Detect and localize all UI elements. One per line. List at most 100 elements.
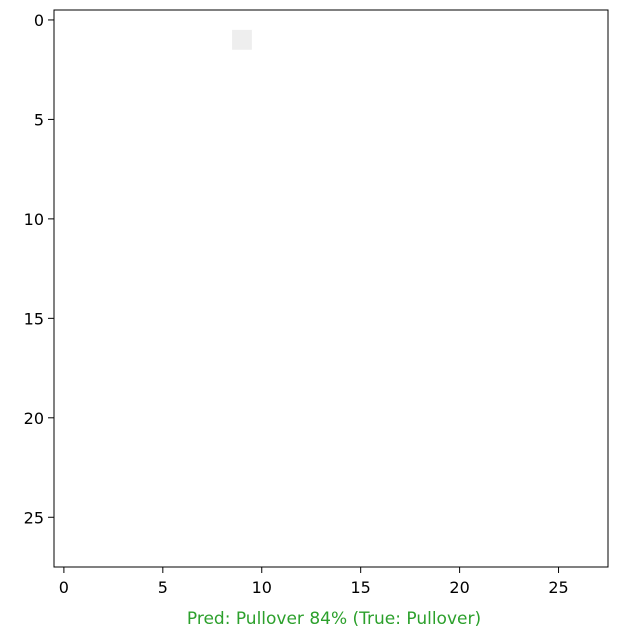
pixel-cell	[271, 109, 293, 130]
pixel-cell	[311, 228, 332, 250]
pixel-cell	[192, 69, 213, 91]
pixel-cell	[133, 467, 154, 489]
pixel-cell	[449, 447, 471, 469]
pixel-cell	[172, 89, 194, 111]
pixel-cell	[311, 10, 332, 31]
pixel-cell	[172, 169, 194, 190]
pixel-cell	[568, 527, 589, 548]
pixel-cell	[152, 109, 174, 130]
pixel-cell	[133, 208, 154, 230]
pixel-cell	[54, 487, 75, 508]
pixel-cell	[568, 10, 589, 31]
pixel-cell	[73, 228, 95, 250]
pixel-cell	[271, 447, 293, 469]
pixel-cell	[251, 169, 273, 190]
pixel-cell	[73, 89, 95, 111]
pixel-cell	[291, 69, 312, 91]
pixel-cell	[192, 89, 213, 111]
pixel-cell	[212, 288, 233, 309]
pixel-cell	[331, 10, 352, 31]
pixel-cell	[54, 288, 75, 309]
pixel-cell	[192, 547, 213, 568]
pixel-cell	[152, 49, 174, 71]
pixel-cell	[291, 427, 312, 449]
pixel-cell	[54, 149, 75, 170]
pixel-cell	[509, 527, 530, 548]
pixel-cell	[588, 228, 609, 250]
pixel-cell	[588, 547, 609, 568]
pixel-cell	[390, 487, 411, 508]
pixel-cell	[291, 467, 312, 489]
pixel-cell	[192, 10, 213, 31]
pixel-cell	[172, 387, 194, 409]
pixel-cell	[172, 368, 194, 389]
pixel-cell	[232, 348, 253, 369]
pixel-cell	[311, 268, 332, 290]
pixel-cell	[271, 208, 293, 230]
pixel-cell	[350, 368, 372, 389]
pixel-cell	[152, 447, 174, 469]
pixel-cell	[251, 89, 273, 111]
pixel-cell	[509, 387, 530, 409]
pixel-cell	[54, 49, 75, 71]
pixel-cell	[271, 467, 293, 489]
pixel-cell	[212, 547, 233, 568]
pixel-cell	[192, 427, 213, 449]
pixel-cell	[331, 288, 352, 309]
pixel-cell	[509, 129, 530, 150]
pixel-cell	[528, 447, 550, 469]
pixel-cell	[449, 109, 471, 130]
pixel-cell	[370, 109, 391, 130]
pixel-cell	[133, 328, 154, 349]
pixel-cell	[172, 69, 194, 91]
pixel-cell	[390, 527, 411, 548]
pixel-cell	[73, 288, 95, 309]
pixel-cell	[133, 49, 154, 71]
pixel-cell	[93, 547, 114, 568]
pixel-cell	[568, 208, 589, 230]
pixel-cell	[212, 49, 233, 71]
pixel-cell	[390, 547, 411, 568]
pixel-cell	[390, 29, 411, 51]
pixel-cell	[588, 189, 609, 210]
pixel-cell	[54, 169, 75, 190]
pixel-cell	[370, 547, 391, 568]
pixel-cell	[73, 527, 95, 548]
pixel-cell	[311, 149, 332, 170]
pixel-cell	[370, 268, 391, 290]
pixel-cell	[93, 308, 114, 329]
pixel-cell	[271, 49, 293, 71]
pixel-cell	[291, 328, 312, 349]
pixel-cell	[172, 228, 194, 250]
pixel-cell	[528, 487, 550, 508]
pixel-cell	[271, 89, 293, 111]
pixel-cell	[311, 129, 332, 150]
pixel-cell	[489, 248, 510, 270]
pixel-cell	[251, 308, 273, 329]
pixel-cell	[489, 348, 510, 369]
pixel-cell	[390, 467, 411, 489]
pixel-cell	[331, 248, 352, 270]
pixel-cell	[152, 69, 174, 91]
pixel-cell	[390, 328, 411, 349]
pixel-cell	[212, 208, 233, 230]
pixel-cell	[528, 228, 550, 250]
pixel-cell	[152, 248, 174, 270]
pixel-cell	[489, 69, 510, 91]
pixel-cell	[449, 328, 471, 349]
pixel-cell	[429, 49, 451, 71]
pixel-cell	[331, 109, 352, 130]
pixel-cell	[429, 149, 451, 170]
pixel-cell	[232, 268, 253, 290]
pixel-cell	[192, 447, 213, 469]
pixel-cell	[489, 387, 510, 409]
pixel-cell	[73, 109, 95, 130]
pixel-cell	[429, 368, 451, 389]
pixel-cell	[410, 89, 431, 111]
pixel-cell	[54, 308, 75, 329]
pixel-cell	[370, 228, 391, 250]
pixel-cell	[390, 129, 411, 150]
pixel-cell	[588, 49, 609, 71]
pixel-cell	[311, 447, 332, 469]
pixel-cell	[54, 447, 75, 469]
